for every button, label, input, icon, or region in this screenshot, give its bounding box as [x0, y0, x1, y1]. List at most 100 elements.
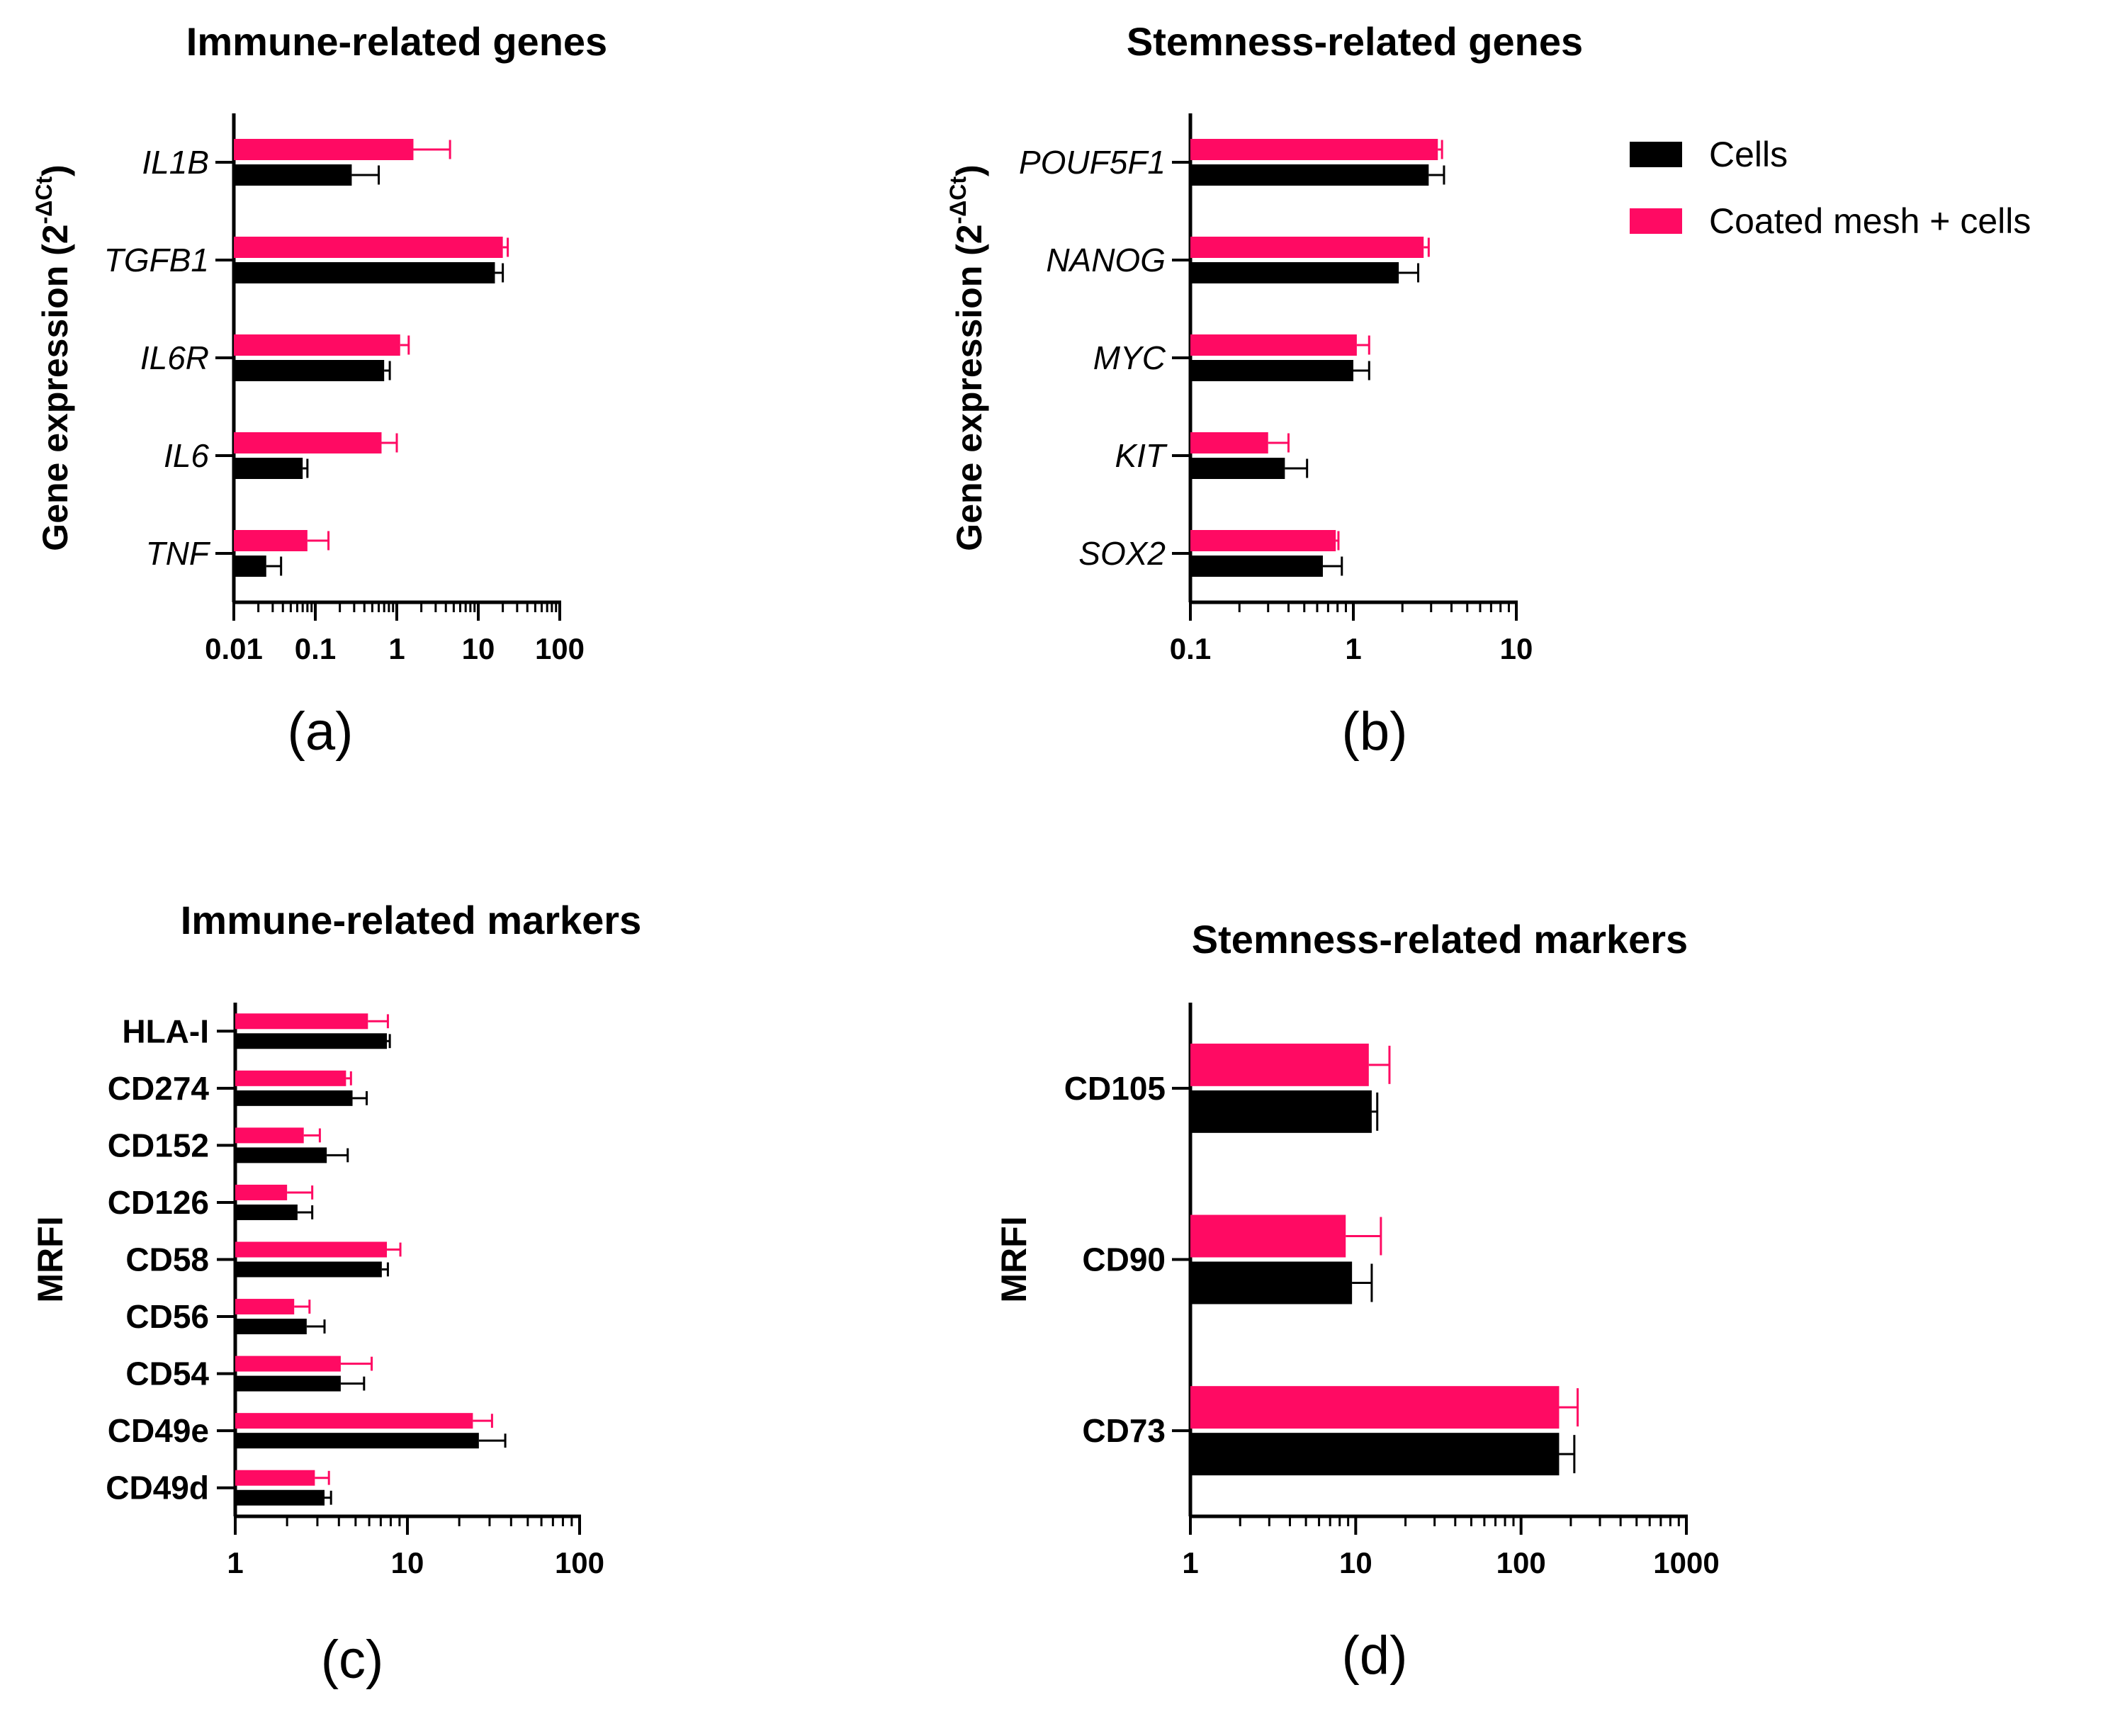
- y-axis-label-superscript: -ΔCt: [31, 176, 57, 225]
- bar-coated-mesh-cells: [1190, 1214, 1346, 1258]
- bar-coated-mesh-cells: [235, 1127, 304, 1144]
- category-label: CD152: [108, 1127, 209, 1163]
- bar-coated-mesh-cells: [235, 1413, 473, 1429]
- x-tick-label: 0.01: [205, 632, 263, 665]
- y-axis-label: MRFI: [994, 1216, 1034, 1302]
- panel-label: (a): [288, 701, 354, 762]
- legend-swatch: [1630, 142, 1682, 167]
- bar-coated-mesh-cells: [235, 1070, 346, 1086]
- x-tick-label: 1: [388, 632, 405, 665]
- category-label: CD58: [125, 1241, 209, 1278]
- bar-coated-mesh-cells: [234, 237, 503, 258]
- bar-coated-mesh-cells: [235, 1355, 341, 1372]
- bar-coated-mesh-cells: [235, 1470, 315, 1486]
- x-tick-label: 1: [227, 1546, 243, 1579]
- bar-coated-mesh-cells: [234, 139, 414, 160]
- category-label: CD54: [125, 1355, 209, 1392]
- x-tick-label: 10: [1500, 632, 1533, 665]
- category-label: TGFB1: [104, 242, 209, 278]
- category-label: CD274: [108, 1070, 210, 1107]
- bar-cells: [235, 1319, 307, 1335]
- chart-title: Immune-related genes: [186, 19, 607, 64]
- bar-cells: [234, 458, 303, 479]
- category-label: CD49e: [108, 1412, 209, 1449]
- bar-cells: [234, 556, 266, 577]
- bar-coated-mesh-cells: [235, 1299, 295, 1315]
- x-tick-label: 10: [391, 1546, 424, 1579]
- bar-cells: [235, 1375, 341, 1392]
- x-tick-label: 100: [1496, 1546, 1546, 1579]
- x-tick-label: 100: [555, 1546, 604, 1579]
- chart-title: Stemness-related genes: [1127, 19, 1583, 64]
- panel-a-immune-genes-chart: Immune-related genes 0.01 0.1 1 10 100 Gene ex…: [31, 19, 607, 762]
- bar-cells: [1190, 1090, 1372, 1133]
- x-tick-label: 10: [462, 632, 495, 665]
- chart-title: Immune-related markers: [181, 898, 642, 942]
- bar-cells: [235, 1261, 382, 1278]
- category-label: NANOG: [1046, 242, 1166, 278]
- category-label: CD49d: [106, 1470, 209, 1506]
- bar-coated-mesh-cells: [235, 1184, 288, 1200]
- bar-coated-mesh-cells: [1190, 530, 1336, 551]
- bar-coated-mesh-cells: [1190, 432, 1268, 453]
- bar-coated-mesh-cells: [234, 334, 400, 356]
- category-label: MYC: [1093, 339, 1166, 376]
- bar-cells: [235, 1033, 388, 1049]
- category-label: CD105: [1064, 1070, 1166, 1107]
- bar-cells: [235, 1204, 298, 1220]
- bar-coated-mesh-cells: [1190, 1386, 1560, 1429]
- panel-label: (d): [1342, 1625, 1408, 1686]
- category-label: CD56: [125, 1298, 209, 1335]
- bar-cells: [234, 164, 352, 186]
- panel-b-stemness-genes-chart: Stemness-related genes 0.1 1 10 Gene express…: [945, 19, 1583, 762]
- category-label: IL6: [164, 437, 209, 474]
- x-tick-label: 0.1: [1170, 632, 1211, 665]
- bar-cells: [235, 1489, 325, 1506]
- bar-cells: [234, 360, 385, 381]
- y-axis-label: MRFI: [30, 1216, 70, 1302]
- legend-swatch: [1630, 208, 1682, 234]
- bar-cells: [1190, 556, 1323, 577]
- bar-cells: [1190, 164, 1429, 186]
- category-label: IL6R: [140, 339, 209, 376]
- bar-cells: [1190, 458, 1285, 479]
- legend: Cells Coated mesh + cells: [1630, 135, 2031, 241]
- x-tick-label: 0.1: [295, 632, 336, 665]
- bar-cells: [235, 1433, 479, 1449]
- bar-coated-mesh-cells: [234, 530, 308, 551]
- bar-coated-mesh-cells: [235, 1013, 368, 1030]
- x-tick-label: 1: [1345, 632, 1361, 665]
- panel-label: (c): [321, 1630, 384, 1690]
- bar-coated-mesh-cells: [1190, 334, 1357, 356]
- y-axis-label: Gene expression (2-ΔCt): [945, 164, 989, 551]
- x-tick-label: 1000: [1653, 1546, 1719, 1579]
- x-tick-label: 1: [1182, 1546, 1198, 1579]
- bar-cells: [235, 1147, 327, 1163]
- category-label: POUF5F1: [1019, 144, 1166, 181]
- bar-coated-mesh-cells: [1190, 1043, 1369, 1086]
- legend-label: Cells: [1709, 135, 1788, 174]
- category-label: TNF: [146, 535, 211, 572]
- bar-coated-mesh-cells: [1190, 139, 1438, 160]
- category-label: HLA-I: [122, 1013, 209, 1049]
- y-axis-label-superscript: -ΔCt: [945, 176, 971, 225]
- bar-cells: [1190, 262, 1399, 283]
- panel-label: (b): [1342, 701, 1408, 762]
- bar-cells: [1190, 360, 1353, 381]
- bar-cells: [235, 1090, 353, 1106]
- chart-title: Stemness-related markers: [1192, 917, 1688, 962]
- panel-c-immune-markers-chart: Immune-related markers 1 10 100 MRFI HLA-I CD2…: [30, 898, 641, 1690]
- category-label: CD126: [108, 1184, 209, 1221]
- panel-d-stemness-markers-chart: Stemness-related markers 1 10 100 1000 MRFI CD…: [994, 917, 1720, 1686]
- category-label: KIT: [1115, 437, 1167, 474]
- bar-coated-mesh-cells: [234, 432, 382, 453]
- x-tick-label: 10: [1339, 1546, 1372, 1579]
- bar-cells: [1190, 1433, 1560, 1476]
- category-label: CD90: [1082, 1241, 1166, 1278]
- bar-cells: [234, 262, 495, 283]
- bar-coated-mesh-cells: [235, 1241, 388, 1258]
- category-label: CD73: [1082, 1412, 1166, 1449]
- bar-cells: [1190, 1261, 1353, 1304]
- bar-coated-mesh-cells: [1190, 237, 1424, 258]
